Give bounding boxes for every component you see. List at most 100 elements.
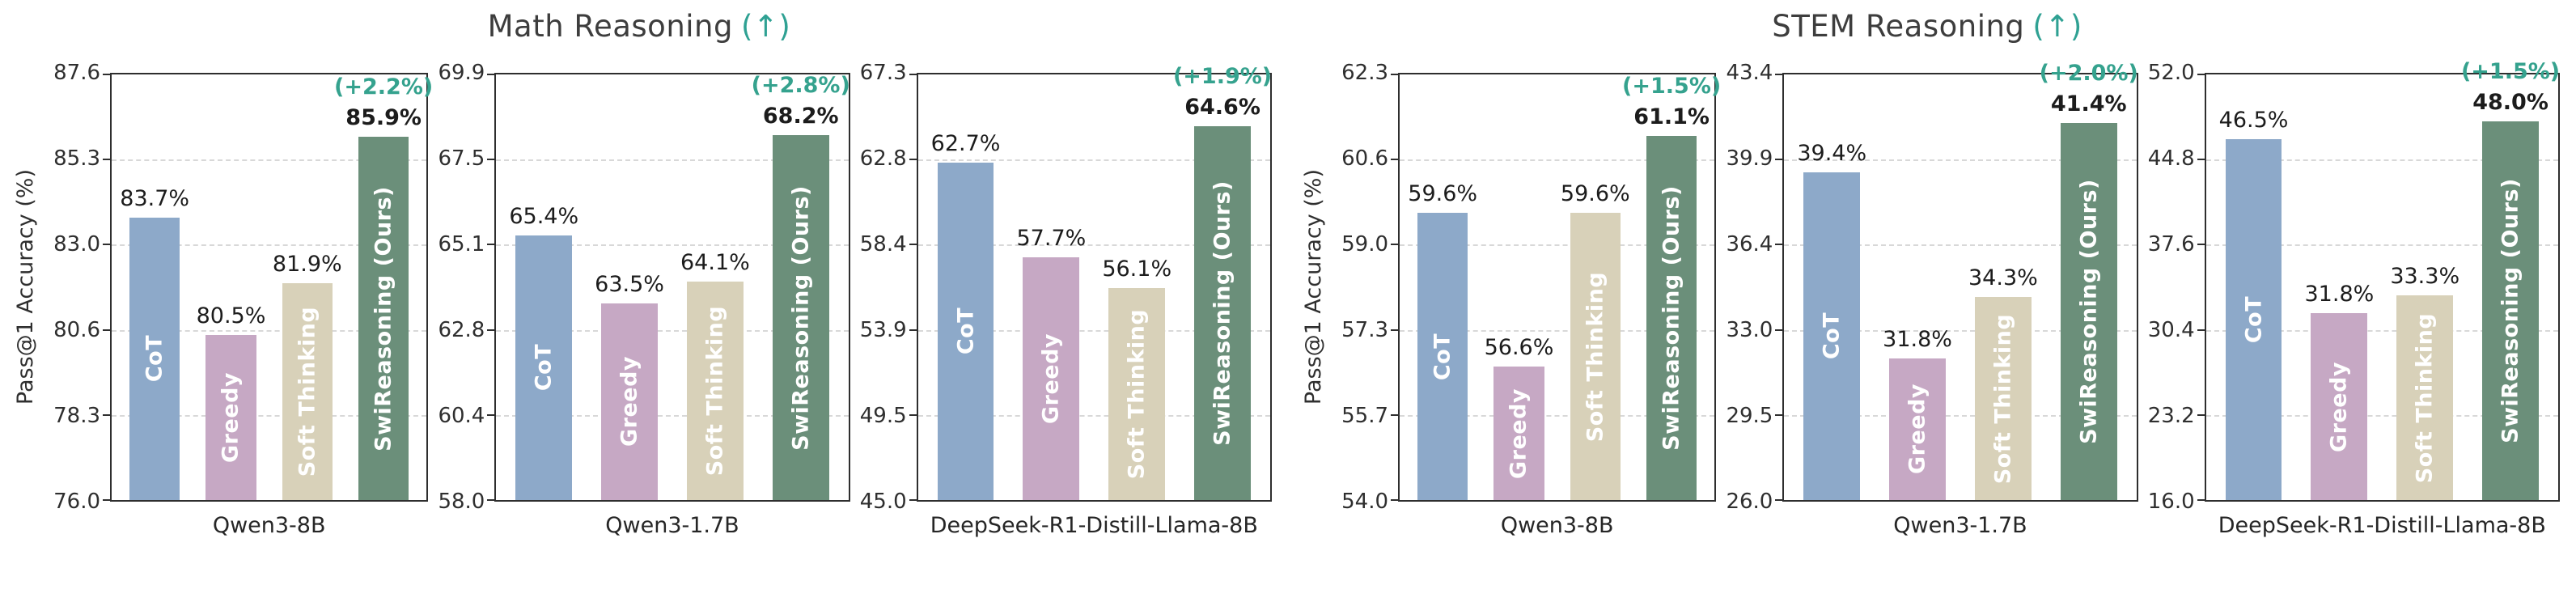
bar-cot: CoT — [1803, 172, 1861, 500]
y-axis-tick-labels: 87.6 85.3 83.0 80.6 78.3 76.0 — [44, 61, 110, 514]
gain-annotation: (+2.2%) — [334, 74, 434, 100]
y-tick-mark — [103, 74, 110, 75]
bar-slot: 80.5% Greedy — [193, 74, 269, 500]
x-axis-label: Qwen3-1.7B — [1893, 513, 2027, 538]
y-tick-mark — [2197, 329, 2205, 331]
bar-cot: CoT — [937, 162, 994, 500]
bar-method-label: SwiReasoning (Ours) — [2076, 179, 2102, 445]
bar-slot: 34.3% Soft Thinking — [1960, 74, 2046, 500]
bar-value-label: 83.7% — [120, 185, 190, 211]
gridline — [496, 329, 849, 332]
y-tick-mark — [1775, 244, 1783, 246]
plot-column: 83.7% CoT 80.5% Greedy 81.9% Soft Thinking 85.… — [103, 73, 433, 602]
y-tick-label: 45.0 — [859, 490, 907, 514]
y-tick-label: 76.0 — [53, 490, 100, 514]
y-tick-mark — [103, 244, 110, 246]
bar-soft-thinking: Soft Thinking — [282, 283, 333, 500]
y-tick-label: 58.0 — [438, 490, 485, 514]
chart-stem-deepseek-r1-distill-llama-8b: 52.0 44.8 37.6 30.4 23.2 16.0 46.5% CoT 31.8% Gre… — [2138, 52, 2560, 602]
bar-value-label: 64.6% — [1184, 94, 1260, 120]
y-tick-mark — [2197, 74, 2205, 75]
bar-slot: 31.8% Greedy — [2296, 74, 2382, 500]
gain-annotation: (+2.8%) — [751, 73, 850, 99]
y-tick-mark — [2197, 499, 2205, 501]
y-tick-mark — [487, 329, 495, 331]
bar-method-label: CoT — [1819, 312, 1845, 360]
x-axis-label: Qwen3-1.7B — [605, 513, 739, 538]
bar-slot: 61.1% (+1.5%) SwiReasoning (Ours) — [1622, 74, 1721, 500]
y-tick-mark — [487, 499, 495, 501]
gridline — [917, 414, 1270, 417]
y-tick-label: 59.0 — [1341, 232, 1388, 256]
y-axis-tick-labels: 67.3 62.8 58.4 53.9 49.5 45.0 — [850, 61, 917, 514]
chart-stem-qwen3-8b: Pass@1 Accuracy (%) 62.3 60.6 59.0 57.3 55.7 5… — [1294, 52, 1722, 602]
bar-method-label: CoT — [1430, 333, 1455, 380]
bar-slot: 31.8% Greedy — [1875, 74, 1960, 500]
bar-value-label: 56.6% — [1484, 335, 1554, 361]
y-tick-mark — [1391, 244, 1398, 246]
bar-slot: 85.9% (+2.2%) SwiReasoning (Ours) — [334, 74, 433, 500]
bar-slot: 39.4% CoT — [1789, 74, 1875, 500]
y-tick-label: 52.0 — [2147, 61, 2195, 85]
bar-value-label: 41.4% — [2050, 91, 2127, 117]
bar-slot: 62.7% CoT — [923, 74, 1009, 500]
y-tick-label: 36.4 — [1726, 232, 1773, 256]
gain-annotation: (+1.9%) — [1172, 63, 1273, 89]
gridline — [496, 414, 849, 417]
bar-value-label: 81.9% — [272, 252, 342, 278]
y-tick-mark — [2197, 413, 2205, 416]
y-tick-label: 55.7 — [1341, 404, 1388, 428]
gain-annotation: (+2.0%) — [2039, 61, 2138, 87]
gridline — [112, 329, 427, 332]
y-tick-label: 16.0 — [2147, 490, 2195, 514]
charts-row-stem: Pass@1 Accuracy (%) 62.3 60.6 59.0 57.3 55.7 5… — [1294, 52, 2561, 602]
bar-value-label: 31.8% — [2304, 282, 2375, 307]
y-tick-mark — [487, 74, 495, 75]
bar-swireasoning-ours: SwiReasoning (Ours) — [1194, 125, 1251, 500]
y-tick-mark — [103, 499, 110, 501]
y-tick-label: 33.0 — [1726, 318, 1773, 342]
bar-method-label: Greedy — [1038, 333, 1064, 425]
bar-cot: CoT — [2225, 139, 2282, 500]
bar-value-label: 33.3% — [2390, 264, 2460, 290]
y-tick-mark — [1775, 74, 1783, 75]
gridline — [496, 244, 849, 247]
panel-title-text: STEM Reasoning — [1772, 8, 2025, 44]
bar-value-label: 65.4% — [509, 203, 579, 229]
gridline — [2205, 329, 2558, 332]
y-tick-label: 67.5 — [438, 146, 485, 171]
up-arrow-icon: (↑) — [741, 8, 791, 44]
gridline — [112, 414, 427, 417]
y-axis-tick-labels: 52.0 44.8 37.6 30.4 23.2 16.0 — [2138, 61, 2205, 514]
panel-title-math: Math Reasoning (↑) — [6, 0, 1272, 52]
panel-title-stem: STEM Reasoning (↑) — [1294, 0, 2560, 52]
y-tick-label: 78.3 — [53, 404, 100, 428]
plot-area: 39.4% CoT 31.8% Greedy 34.3% Soft Thinking 41.… — [1775, 61, 2138, 502]
plot-column: 65.4% CoT 63.5% Greedy 64.1% Soft Thinking 68.… — [487, 73, 850, 602]
bar-value-label: 59.6% — [1408, 181, 1478, 207]
y-tick-label: 23.2 — [2147, 404, 2195, 428]
gridline — [1400, 244, 1715, 247]
bar-soft-thinking: Soft Thinking — [1108, 288, 1166, 500]
gridline — [1400, 159, 1715, 162]
bar-method-label: SwiReasoning (Ours) — [1659, 185, 1684, 451]
y-tick-mark — [2197, 159, 2205, 161]
plot-column: 39.4% CoT 31.8% Greedy 34.3% Soft Thinking 41.… — [1775, 61, 2138, 602]
y-tick-label: 57.3 — [1341, 318, 1388, 342]
bar-swireasoning-ours: SwiReasoning (Ours) — [2060, 123, 2117, 500]
bar-greedy: Greedy — [1023, 257, 1080, 500]
gridline — [1400, 414, 1715, 417]
y-tick-label: 62.8 — [859, 146, 907, 171]
y-axis-tick-labels: 69.9 67.5 65.1 62.8 60.4 58.0 — [428, 61, 494, 514]
x-axis-label: Qwen3-8B — [212, 513, 326, 538]
y-tick-mark — [909, 74, 917, 75]
bar-method-label: CoT — [953, 307, 979, 355]
bar-greedy: Greedy — [1493, 367, 1544, 500]
y-tick-mark — [909, 329, 917, 331]
y-tick-label: 67.3 — [859, 61, 907, 85]
bar-slot: 46.5% CoT — [2211, 74, 2297, 500]
bar-method-label: CoT — [531, 344, 557, 392]
y-tick-label: 29.5 — [1726, 404, 1773, 428]
bar-swireasoning-ours: SwiReasoning (Ours) — [772, 135, 829, 500]
y-tick-label: 60.6 — [1341, 146, 1388, 171]
